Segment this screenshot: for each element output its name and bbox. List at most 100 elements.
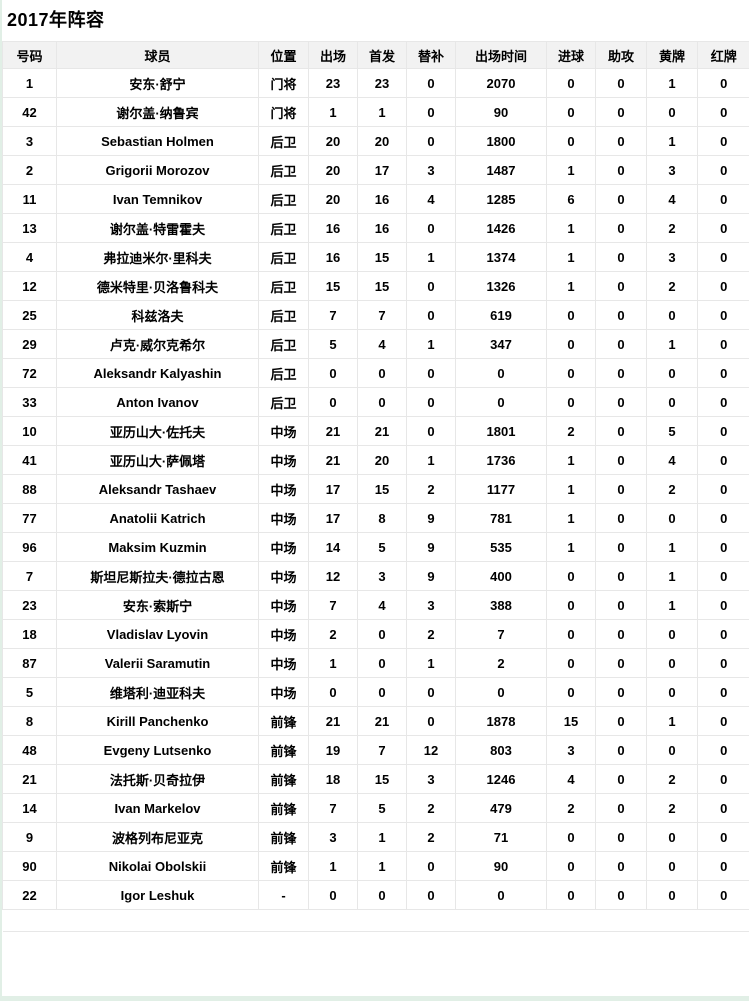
cell-starts: 0 (357, 619, 407, 649)
cell-minutes-played: 0 (455, 880, 547, 910)
cell-substitute: 2 (406, 822, 456, 852)
cell-appearances: 0 (308, 677, 358, 707)
cell-number: 8 (2, 706, 57, 736)
cell-appearances: 1 (308, 648, 358, 678)
column-header-minutes-played: 出场时间 (455, 41, 547, 69)
cell-number: 12 (2, 271, 57, 301)
column-header-assists: 助攻 (595, 41, 647, 69)
cell-yellow-cards: 0 (646, 97, 698, 127)
cell-red-cards: 0 (697, 329, 749, 359)
cell-starts: 15 (357, 242, 407, 272)
cell-goals: 4 (546, 764, 596, 794)
cell-goals: 0 (546, 648, 596, 678)
cell-position: 前锋 (258, 764, 309, 794)
cell-assists: 0 (595, 880, 647, 910)
cell-red-cards: 0 (697, 619, 749, 649)
cell-goals: 0 (546, 97, 596, 127)
table-row: 3 Sebastian Holmen 后卫 20 20 0 1800 0 0 1 0 (2, 126, 749, 156)
cell-position: 后卫 (258, 242, 309, 272)
cell-assists: 0 (595, 155, 647, 185)
cell-substitute: 0 (406, 97, 456, 127)
cell-appearances: 23 (308, 68, 358, 98)
cell-goals: 0 (546, 619, 596, 649)
cell-minutes-played: 535 (455, 532, 547, 562)
cell-red-cards: 0 (697, 416, 749, 446)
cell-yellow-cards: 1 (646, 126, 698, 156)
column-header-number: 号码 (2, 41, 57, 69)
cell-number: 1 (2, 68, 57, 98)
cell-minutes-played: 90 (455, 851, 547, 881)
cell-appearances: 21 (308, 706, 358, 736)
content-area: 2017年阵容 号码 球员 位置 出场 首发 替补 出场时间 进球 助攻 黄牌 红牌 1 安东·舒宁门… (2, 0, 749, 932)
cell-number: 25 (2, 300, 57, 330)
cell-position: 中场 (258, 619, 309, 649)
cell-substitute: 0 (406, 126, 456, 156)
cell-red-cards: 0 (697, 474, 749, 504)
cell-player: 维塔利·迪亚科夫 (56, 677, 259, 707)
cell-minutes-played: 2070 (455, 68, 547, 98)
cell-number: 88 (2, 474, 57, 504)
cell-minutes-played: 90 (455, 97, 547, 127)
cell-goals: 0 (546, 677, 596, 707)
table-row: 41 亚历山大·萨佩塔 中场 21 20 1 1736 1 0 4 0 (2, 445, 749, 475)
cell-goals: 1 (546, 213, 596, 243)
cell-position: 后卫 (258, 329, 309, 359)
cell-assists: 0 (595, 619, 647, 649)
cell-starts: 1 (357, 851, 407, 881)
cell-red-cards: 0 (697, 735, 749, 765)
column-header-substitute: 替补 (406, 41, 456, 69)
cell-position: 中场 (258, 590, 309, 620)
cell-red-cards: 0 (697, 387, 749, 417)
cell-yellow-cards: 1 (646, 590, 698, 620)
cell-substitute: 3 (406, 155, 456, 185)
cell-player: 卢克·威尔克希尔 (56, 329, 259, 359)
page-title: 2017年阵容 (7, 10, 105, 30)
cell-starts: 4 (357, 329, 407, 359)
cell-appearances: 20 (308, 184, 358, 214)
cell-minutes-played: 0 (455, 387, 547, 417)
cell-substitute: 12 (406, 735, 456, 765)
cell-minutes-played: 7 (455, 619, 547, 649)
cell-substitute: 0 (406, 706, 456, 736)
cell-substitute: 0 (406, 300, 456, 330)
cell-number: 7 (2, 561, 57, 591)
cell-yellow-cards: 1 (646, 532, 698, 562)
cell-substitute: 0 (406, 677, 456, 707)
cell-yellow-cards: 0 (646, 677, 698, 707)
cell-player: Aleksandr Tashaev (56, 474, 259, 504)
cell-yellow-cards: 2 (646, 764, 698, 794)
cell-assists: 0 (595, 358, 647, 388)
cell-starts: 15 (357, 764, 407, 794)
cell-minutes-played: 1487 (455, 155, 547, 185)
cell-minutes-played: 1801 (455, 416, 547, 446)
table-row: 72 Aleksandr Kalyashin 后卫 0 0 0 0 0 0 0 0 (2, 358, 749, 388)
cell-position: 前锋 (258, 706, 309, 736)
cell-minutes-played: 71 (455, 822, 547, 852)
cell-player: Ivan Markelov (56, 793, 259, 823)
cell-assists: 0 (595, 242, 647, 272)
cell-number: 21 (2, 764, 57, 794)
cell-player: Kirill Panchenko (56, 706, 259, 736)
cell-player: Sebastian Holmen (56, 126, 259, 156)
cell-red-cards: 0 (697, 503, 749, 533)
cell-red-cards: 0 (697, 213, 749, 243)
cell-player: Grigorii Morozov (56, 155, 259, 185)
cell-starts: 21 (357, 416, 407, 446)
table-row: 22 Igor Leshuk -0 0 0 0 0 0 0 0 (2, 880, 749, 910)
cell-number: 87 (2, 648, 57, 678)
cell-position: 后卫 (258, 213, 309, 243)
cell-goals: 1 (546, 445, 596, 475)
cell-yellow-cards: 1 (646, 706, 698, 736)
cell-yellow-cards: 0 (646, 822, 698, 852)
cell-position: 后卫 (258, 184, 309, 214)
cell-number: 4 (2, 242, 57, 272)
cell-substitute: 9 (406, 503, 456, 533)
cell-position: 前锋 (258, 793, 309, 823)
cell-red-cards: 0 (697, 184, 749, 214)
cell-number: 11 (2, 184, 57, 214)
table-row: 25 科兹洛夫 后卫 7 7 0 619 0 0 0 0 (2, 300, 749, 330)
cell-goals: 0 (546, 387, 596, 417)
empty-footer-cell (2, 909, 749, 932)
cell-player: Nikolai Obolskii (56, 851, 259, 881)
table-row: 11 Ivan Temnikov 后卫 20 16 4 1285 6 0 4 0 (2, 184, 749, 214)
